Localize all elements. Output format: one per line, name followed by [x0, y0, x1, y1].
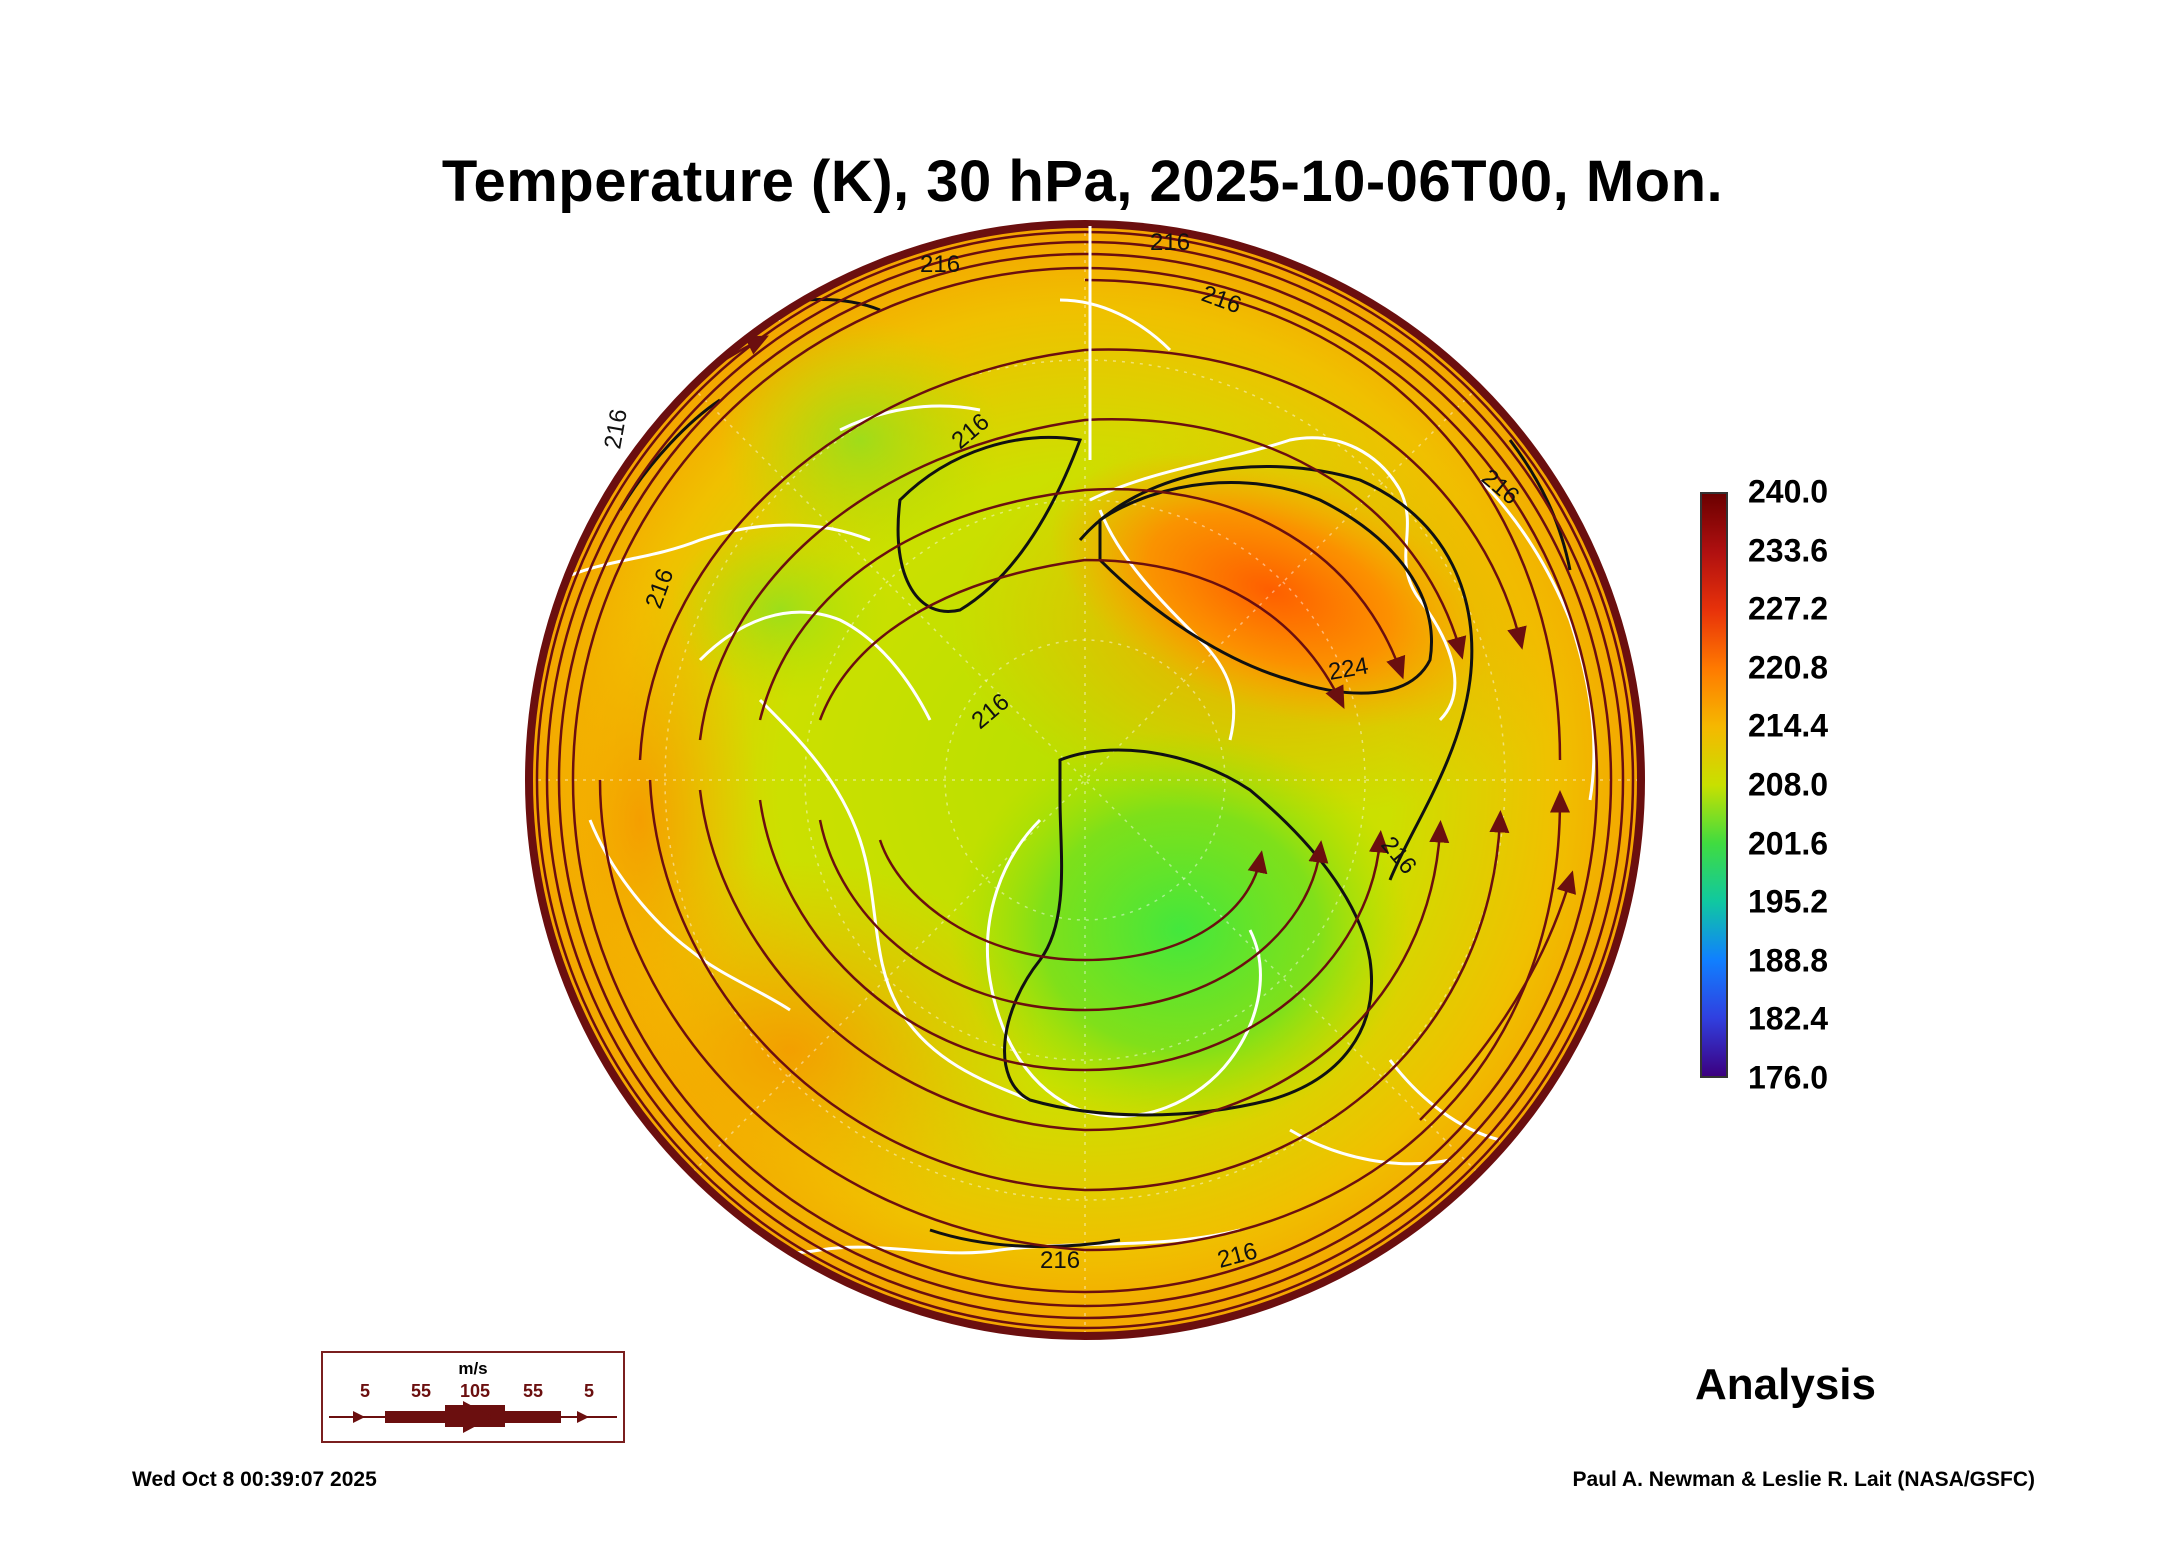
colorbar-label: 240.0 — [1748, 473, 1829, 510]
colorbar — [1700, 492, 1728, 1078]
footer-timestamp: Wed Oct 8 00:39:07 2025 — [132, 1468, 377, 1491]
footer-credit: Paul A. Newman & Leslie R. Lait (NASA/GS… — [1572, 1468, 2035, 1491]
colorbar-label: 214.4 — [1748, 707, 1829, 744]
wind-legend-arrow — [329, 1401, 617, 1433]
coastlines — [559, 294, 1596, 1256]
wind-speed-legend: m/s 5 55 105 55 5 — [321, 1351, 625, 1443]
colorbar-label: 201.6 — [1748, 825, 1829, 862]
colorbar-label: 188.8 — [1748, 942, 1829, 979]
contour-label: 216 — [1150, 229, 1190, 256]
map-rim — [525, 220, 1645, 1340]
colorbar-label: 208.0 — [1748, 766, 1829, 803]
graticule — [529, 224, 1641, 1336]
contour-label: 216 — [1040, 1247, 1080, 1274]
colorbar-label: 182.4 — [1748, 1000, 1829, 1037]
temperature-field — [529, 224, 1641, 1336]
wind-legend-value: 5 — [583, 1381, 595, 1401]
colorbar-label: 227.2 — [1748, 590, 1829, 627]
contour-label: 216 — [920, 251, 960, 278]
colorbar-label: 176.0 — [1748, 1059, 1829, 1096]
contour-label: 216 — [599, 407, 633, 451]
colorbar-label: 233.6 — [1748, 532, 1829, 569]
analysis-label: Analysis — [1695, 1360, 1876, 1409]
wind-legend-value: 55 — [410, 1381, 432, 1401]
colorbar-label: 195.2 — [1748, 883, 1829, 920]
wind-legend-value: 55 — [522, 1381, 544, 1401]
colorbar-label: 220.8 — [1748, 649, 1829, 686]
wind-streamlines — [535, 230, 1635, 1330]
wind-legend-unit: m/s — [458, 1359, 488, 1378]
wind-legend-value: 5 — [359, 1381, 371, 1401]
wind-legend-value: 105 — [459, 1381, 491, 1401]
map-title: Temperature (K), 30 hPa, 2025-10-06T00, … — [441, 149, 1724, 214]
